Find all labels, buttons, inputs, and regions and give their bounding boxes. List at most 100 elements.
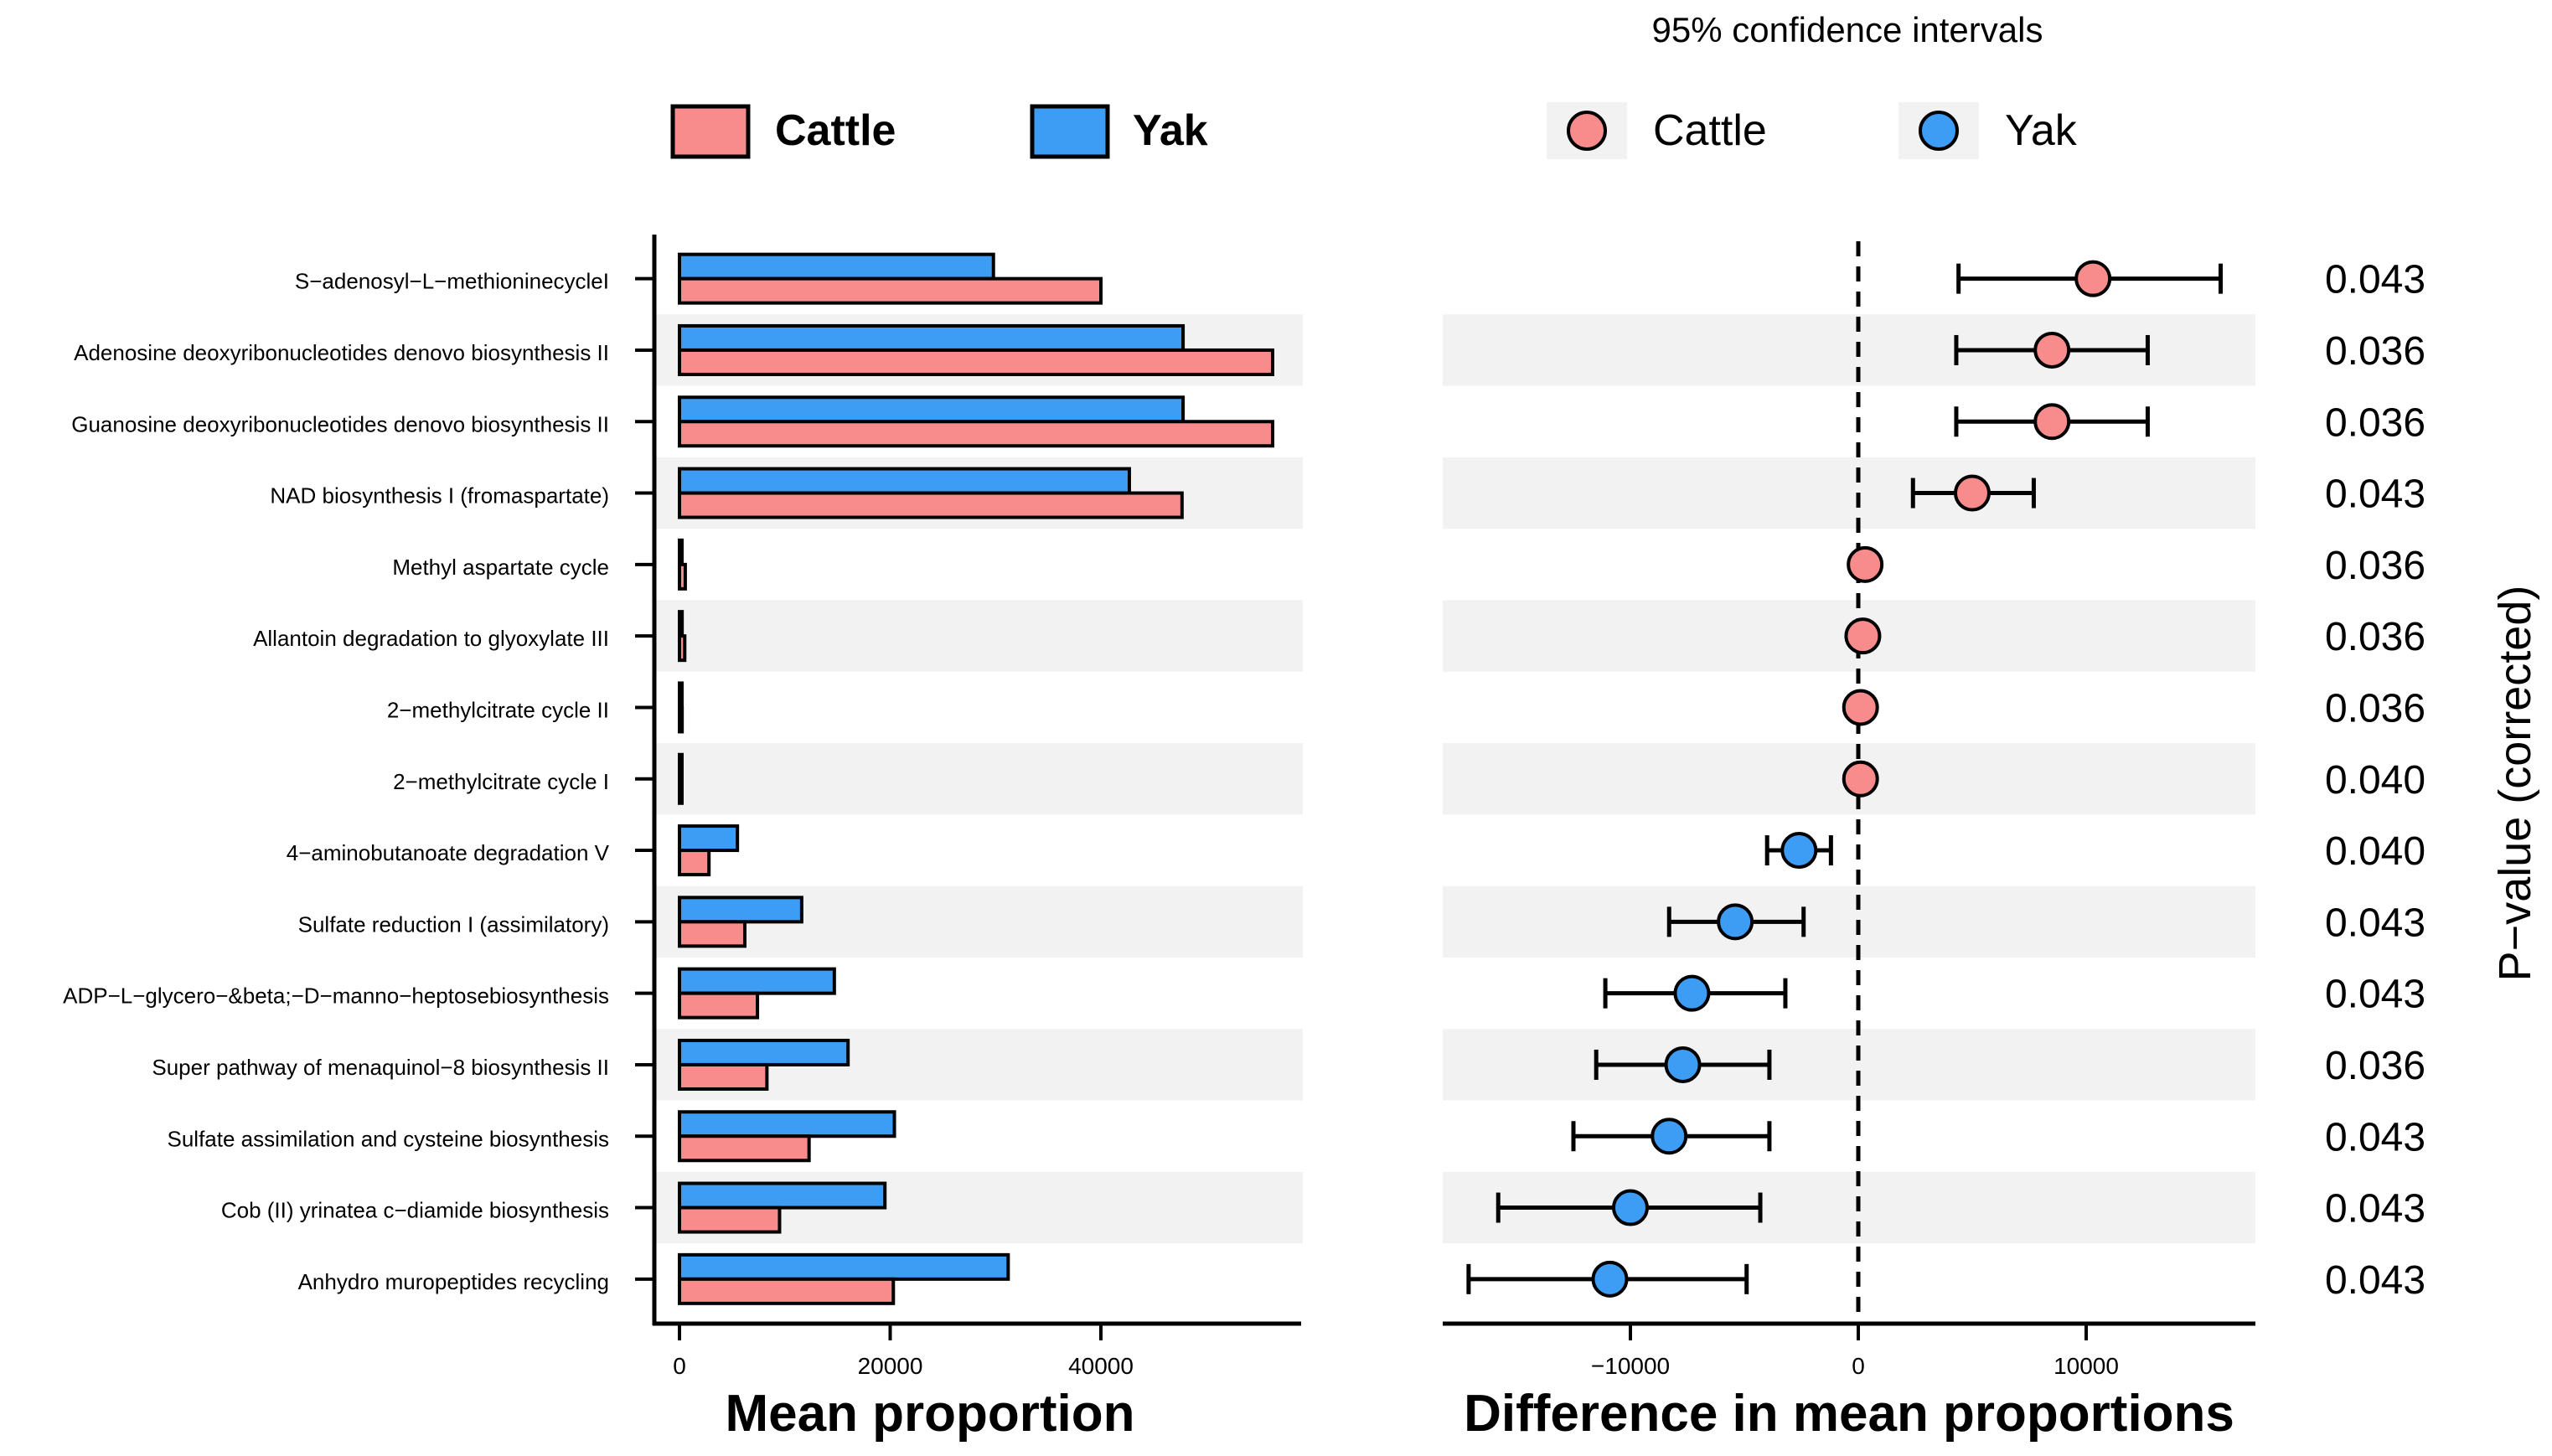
ci-x-ticks: −10000 0 10000 bbox=[1591, 1324, 2119, 1379]
bar-yak bbox=[678, 896, 803, 924]
bar-cattle bbox=[678, 634, 687, 663]
bar-cattle bbox=[678, 920, 746, 948]
bar-cattle bbox=[678, 562, 687, 591]
category-label: 2−methylcitrate cycle I bbox=[393, 769, 609, 794]
pvalue-axis-title: P−value (corrected) bbox=[2490, 586, 2540, 982]
ci-point bbox=[2074, 260, 2112, 297]
p-value: 0.036 bbox=[2325, 400, 2425, 445]
bar-panel bbox=[678, 252, 1274, 1305]
row-band bbox=[1443, 457, 2255, 529]
p-value: 0.043 bbox=[2325, 1187, 2425, 1231]
p-value: 0.040 bbox=[2325, 758, 2425, 803]
ci-x-tick-label: −10000 bbox=[1591, 1353, 1670, 1379]
category-labels: S−adenosyl−L−methioninecycleI Adenosine d… bbox=[63, 269, 654, 1294]
row-band bbox=[1443, 885, 2255, 958]
p-value: 0.036 bbox=[2325, 1044, 2425, 1088]
ci-point bbox=[1651, 1118, 1688, 1155]
category-label: 4−aminobutanoate degradation V bbox=[287, 840, 610, 865]
ci-point bbox=[1844, 617, 1882, 655]
bar-yak bbox=[678, 1038, 850, 1066]
bar-x-ticks: 0 20000 40000 bbox=[673, 1324, 1134, 1379]
bar-x-tick-label: 40000 bbox=[1068, 1353, 1134, 1379]
legend-right-cattle-marker bbox=[1567, 111, 1607, 151]
category-label: Sulfate assimilation and cysteine biosyn… bbox=[167, 1126, 609, 1151]
p-value: 0.040 bbox=[2325, 829, 2425, 874]
bar-yak bbox=[678, 467, 1131, 495]
ci-point bbox=[1673, 974, 1711, 1012]
category-label: S−adenosyl−L−methioninecycleI bbox=[295, 269, 609, 294]
category-label: NAD biosynthesis I (fromaspartate) bbox=[270, 483, 609, 509]
category-label: Guanosine deoxyribonucleotides denovo bi… bbox=[71, 411, 609, 436]
ci-point bbox=[1847, 545, 1884, 583]
bar-yak bbox=[678, 752, 684, 781]
bar-yak bbox=[678, 252, 995, 281]
ci-point bbox=[2033, 403, 2071, 441]
row-band bbox=[654, 600, 1303, 672]
legend-right-cattle-label: Cattle bbox=[1653, 106, 1767, 155]
category-label: Adenosine deoxyribonucleotides denovo bi… bbox=[74, 340, 609, 365]
p-value: 0.043 bbox=[2325, 258, 2425, 302]
bar-cattle bbox=[678, 1277, 896, 1305]
ci-point bbox=[2033, 331, 2071, 369]
p-value: 0.036 bbox=[2325, 329, 2425, 374]
bar-cattle bbox=[678, 849, 711, 877]
bar-yak bbox=[678, 1252, 1010, 1281]
p-value: 0.036 bbox=[2325, 615, 2425, 659]
legend-yak-label: Yak bbox=[1133, 106, 1208, 155]
p-value: 0.043 bbox=[2325, 1115, 2425, 1159]
bar-cattle bbox=[678, 991, 760, 1020]
ci-title: 95% confidence intervals bbox=[1652, 10, 2043, 49]
ci-point bbox=[1591, 1260, 1629, 1298]
ci-x-tick-label: 0 bbox=[1852, 1353, 1865, 1379]
bar-yak bbox=[678, 395, 1186, 424]
bar-cattle bbox=[678, 348, 1274, 376]
bar-x-tick-label: 20000 bbox=[858, 1353, 923, 1379]
bar-yak bbox=[678, 1181, 887, 1210]
ci-point bbox=[1664, 1046, 1702, 1083]
category-label: Methyl aspartate cycle bbox=[392, 555, 609, 580]
bar-yak bbox=[678, 538, 684, 566]
bar-cattle bbox=[678, 777, 684, 805]
bar-yak bbox=[678, 1110, 896, 1138]
ci-x-tick-label: 10000 bbox=[2053, 1353, 2119, 1379]
p-value: 0.043 bbox=[2325, 973, 2425, 1017]
row-band bbox=[654, 743, 1303, 815]
category-label: Super pathway of menaquinol−8 biosynthes… bbox=[152, 1055, 609, 1080]
legend-yak-swatch bbox=[1030, 104, 1110, 159]
ci-point bbox=[1842, 689, 1879, 726]
p-value: 0.043 bbox=[2325, 472, 2425, 517]
bar-cattle bbox=[678, 1062, 769, 1091]
ci-point bbox=[1954, 474, 1991, 512]
p-value: 0.043 bbox=[2325, 1258, 2425, 1303]
bar-cattle bbox=[678, 1206, 782, 1234]
bar-yak bbox=[678, 610, 684, 638]
ci-point bbox=[1717, 903, 1754, 941]
ci-point bbox=[1842, 760, 1879, 798]
bar-cattle bbox=[678, 705, 684, 734]
ci-panel bbox=[1466, 241, 2223, 1324]
category-label: 2−methylcitrate cycle II bbox=[387, 697, 609, 722]
category-label: Anhydro muropeptides recycling bbox=[298, 1269, 609, 1294]
category-label: ADP−L−glycero−&beta;−D−manno−heptosebios… bbox=[63, 984, 609, 1009]
ci-point bbox=[1780, 832, 1818, 870]
p-value: 0.036 bbox=[2325, 686, 2425, 731]
bar-cattle bbox=[678, 276, 1103, 305]
bar-yak bbox=[678, 967, 836, 995]
bar-yak bbox=[678, 323, 1186, 352]
bar-yak bbox=[678, 681, 684, 710]
category-label: Allantoin degradation to glyoxylate III bbox=[253, 626, 609, 651]
p-value: 0.043 bbox=[2325, 901, 2425, 945]
bar-x-axis-title: Mean proportion bbox=[725, 1385, 1134, 1443]
bar-x-tick-label: 0 bbox=[673, 1353, 686, 1379]
bar-cattle bbox=[678, 491, 1184, 519]
ci-x-axis-title: Difference in mean proportions bbox=[1464, 1385, 2234, 1443]
legend-right-yak-label: Yak bbox=[2005, 106, 2078, 155]
legend-cattle-swatch bbox=[670, 104, 751, 159]
row-band bbox=[1443, 1029, 2255, 1101]
ci-point bbox=[1612, 1189, 1649, 1226]
category-label: Sulfate reduction I (assimilatory) bbox=[298, 911, 609, 937]
legend-right-yak-marker bbox=[1919, 111, 1959, 151]
row-bands bbox=[654, 314, 2255, 1244]
bar-cattle bbox=[678, 1134, 811, 1163]
